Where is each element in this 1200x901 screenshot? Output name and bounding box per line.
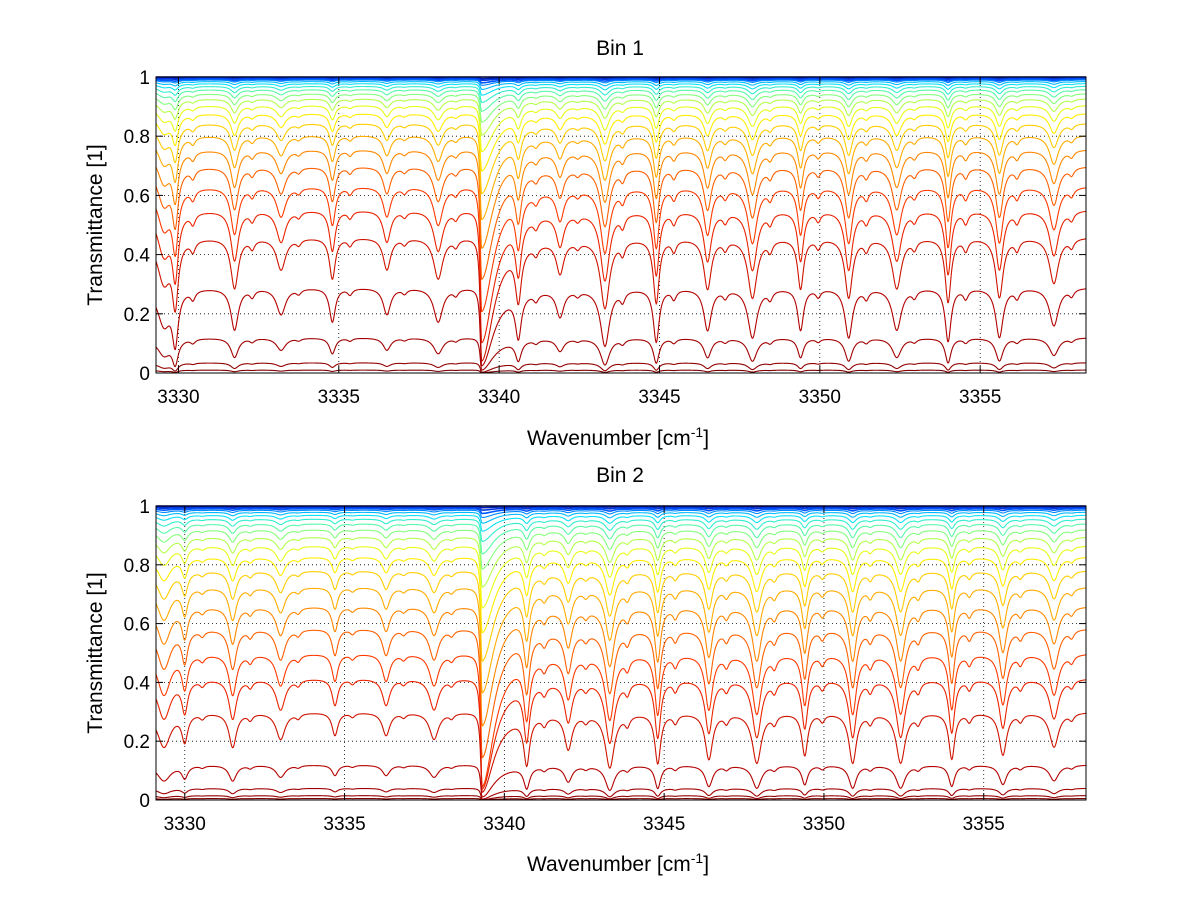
axis-ticks: 3330 3335 3340 3345 3350 3355 0 0.2 0.4 0.6 0.8 1 xyxy=(124,68,1086,408)
y-axis-label: Transmittance [1] xyxy=(84,144,107,305)
x-axis-label-base: Wavenumber [cm xyxy=(527,427,691,450)
axis-ticks: 3330 3335 3340 3345 3350 3355 0 0.2 0.4 0.6 0.8 1 xyxy=(124,497,1086,835)
y-tick-label: 0.8 xyxy=(124,127,150,148)
spectrum-series-line xyxy=(155,557,1087,634)
x-axis-label-superscript: -1 xyxy=(691,850,704,866)
y-tick-label: 0 xyxy=(139,364,150,385)
spectrum-series-line xyxy=(155,78,1087,84)
x-tick-label: 3335 xyxy=(323,814,365,835)
spectrum-series-line xyxy=(155,764,1087,798)
x-tick-label: 3330 xyxy=(157,387,199,408)
y-tick-label: 1 xyxy=(139,68,150,89)
y-tick-label: 0.4 xyxy=(124,673,151,694)
y-tick-label: 0.2 xyxy=(124,305,150,326)
y-tick-label: 0.4 xyxy=(124,246,151,267)
spectrum-series-line xyxy=(155,123,1087,195)
y-tick-label: 0.6 xyxy=(124,186,150,207)
chart-panel-bin-1: Bin 1 Transmittance [1] Wavenumber [cm-1… xyxy=(84,37,1087,450)
x-tick-label: 3330 xyxy=(164,814,206,835)
spectrum-series-line xyxy=(155,587,1087,694)
spectrum-series-line xyxy=(155,506,1087,511)
plot-frame xyxy=(155,505,1087,801)
x-tick-label: 3350 xyxy=(803,814,845,835)
spectrum-series-line xyxy=(155,135,1087,221)
y-axis-label: Transmittance [1] xyxy=(84,572,107,733)
x-tick-label: 3345 xyxy=(638,387,680,408)
chart-title: Bin 2 xyxy=(596,464,644,487)
spectrum-series-line xyxy=(155,77,1087,82)
x-axis-label: Wavenumber [cm-1] xyxy=(527,424,709,450)
x-axis-label-base: Wavenumber [cm xyxy=(527,853,691,876)
spectrum-series-line xyxy=(155,93,1087,123)
spectrum-series-line xyxy=(155,238,1087,362)
spectrum-series-line xyxy=(155,149,1087,249)
spectrum-series-line xyxy=(155,369,1087,374)
spectrum-series-line xyxy=(155,509,1086,519)
x-tick-label: 3340 xyxy=(478,387,520,408)
spectrum-series-line xyxy=(155,795,1086,801)
spectrum-series-line xyxy=(155,505,1087,509)
spectrum-series-line xyxy=(155,85,1087,103)
x-axis-label-end: ] xyxy=(703,853,709,876)
x-tick-label: 3350 xyxy=(799,387,841,408)
spectrum-series-line xyxy=(155,787,1087,800)
x-axis-label-end: ] xyxy=(703,427,709,450)
y-tick-label: 1 xyxy=(139,497,150,518)
spectrum-series-line xyxy=(155,514,1087,532)
spectrum-series-line xyxy=(155,523,1087,555)
spectrum-series-line xyxy=(155,89,1087,112)
chart-panel-bin-2: Bin 2 Transmittance [1] Wavenumber [cm-1… xyxy=(84,464,1087,876)
grid-lines xyxy=(156,506,1086,800)
spectrum-series-line xyxy=(155,79,1087,86)
chart-title: Bin 1 xyxy=(596,37,644,60)
plot-frame xyxy=(155,76,1087,374)
spectrum-series-line xyxy=(155,654,1087,788)
x-tick-label: 3355 xyxy=(963,814,1005,835)
y-tick-label: 0.8 xyxy=(124,556,150,577)
spectrum-series-line xyxy=(155,798,1086,801)
x-tick-label: 3340 xyxy=(483,814,525,835)
spectrum-series-line xyxy=(155,337,1087,371)
spectrum-series-line xyxy=(155,511,1086,524)
spectrum-series-line xyxy=(155,712,1087,793)
spectrum-series-line xyxy=(155,529,1087,570)
spectrum-series-line xyxy=(155,537,1087,588)
spectrum-series-line xyxy=(155,166,1087,280)
spectrum-series-line xyxy=(155,187,1087,313)
x-tick-label: 3335 xyxy=(318,387,360,408)
y-tick-label: 0.2 xyxy=(124,732,150,753)
spectrum-series-line xyxy=(155,83,1087,96)
spectrum-series-line xyxy=(155,362,1087,373)
spectrum-series-line xyxy=(155,629,1087,759)
x-tick-label: 3355 xyxy=(959,387,1001,408)
spectra-series xyxy=(155,505,1087,801)
spectrum-series-line xyxy=(155,546,1087,609)
spectrum-series-line xyxy=(155,81,1087,90)
x-axis-label-superscript: -1 xyxy=(691,424,704,440)
spectrum-series-line xyxy=(155,288,1087,367)
spectrum-series-line xyxy=(155,210,1087,344)
spectrum-series-line xyxy=(155,607,1087,727)
spectrum-series-line xyxy=(155,105,1087,153)
spectrum-series-line xyxy=(155,570,1087,662)
spectrum-series-line xyxy=(155,98,1087,136)
x-tick-label: 3345 xyxy=(643,814,685,835)
spectrum-series-line xyxy=(155,507,1087,515)
y-tick-label: 0 xyxy=(139,791,150,812)
spectrum-series-line xyxy=(155,679,1087,790)
spectrum-series-line xyxy=(155,518,1087,542)
spectrum-series-line xyxy=(155,113,1087,172)
y-tick-label: 0.6 xyxy=(124,615,150,636)
x-axis-label: Wavenumber [cm-1] xyxy=(527,850,709,876)
